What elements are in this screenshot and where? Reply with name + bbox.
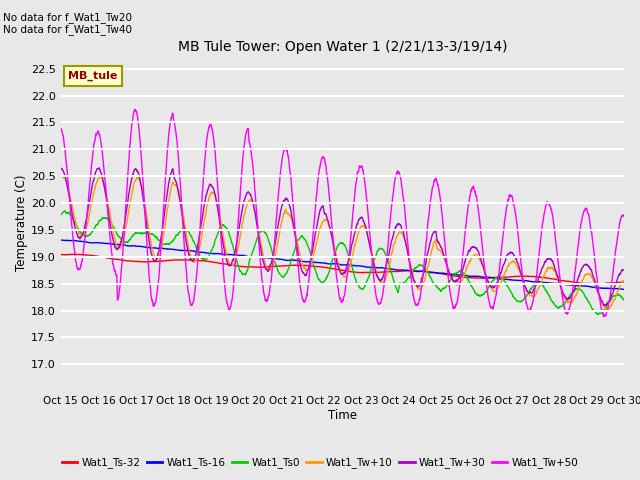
- Wat1_Tw+10: [57, 173, 65, 179]
- Line: Wat1_Ts-32: Wat1_Ts-32: [61, 254, 624, 284]
- Title: MB Tule Tower: Open Water 1 (2/21/13-3/19/14): MB Tule Tower: Open Water 1 (2/21/13-3/1…: [178, 40, 507, 54]
- Wat1_Ts-32: [70, 252, 78, 257]
- Wat1_Tw+50: [620, 212, 628, 218]
- Wat1_Tw+50: [57, 126, 65, 132]
- Text: No data for f_Wat1_Tw20: No data for f_Wat1_Tw20: [3, 12, 132, 23]
- Wat1_Tw+10: [620, 278, 628, 284]
- Wat1_Ts-16: [155, 245, 163, 251]
- Legend: Wat1_Ts-32, Wat1_Ts-16, Wat1_Ts0, Wat1_Tw+10, Wat1_Tw+30, Wat1_Tw+50: Wat1_Ts-32, Wat1_Ts-16, Wat1_Ts0, Wat1_T…: [58, 453, 582, 472]
- Line: Wat1_Ts0: Wat1_Ts0: [61, 211, 624, 314]
- Wat1_Ts-32: [122, 258, 129, 264]
- Wat1_Ts-32: [298, 263, 305, 268]
- Wat1_Tw+50: [600, 314, 608, 320]
- Wat1_Tw+50: [548, 211, 556, 217]
- Wat1_Tw+30: [122, 216, 129, 222]
- Wat1_Tw+10: [298, 256, 305, 262]
- Wat1_Ts0: [548, 299, 556, 305]
- Wat1_Ts0: [61, 208, 68, 214]
- Wat1_Tw+30: [609, 289, 617, 295]
- Wat1_Ts-16: [57, 237, 65, 243]
- Wat1_Tw+10: [604, 307, 611, 313]
- Wat1_Tw+30: [57, 166, 65, 171]
- Wat1_Tw+10: [548, 265, 556, 271]
- Wat1_Tw+50: [298, 290, 305, 296]
- Wat1_Tw+10: [609, 299, 617, 304]
- Line: Wat1_Tw+10: Wat1_Tw+10: [61, 176, 624, 310]
- Wat1_Ts0: [57, 212, 65, 218]
- Wat1_Tw+30: [273, 229, 281, 235]
- Wat1_Tw+50: [121, 215, 129, 220]
- Wat1_Ts-32: [595, 281, 603, 287]
- Wat1_Tw+30: [602, 303, 610, 309]
- Wat1_Ts0: [155, 237, 163, 243]
- Wat1_Tw+50: [131, 107, 139, 112]
- Text: No data for f_Wat1_Tw40: No data for f_Wat1_Tw40: [3, 24, 132, 35]
- Wat1_Ts-16: [548, 280, 556, 286]
- Line: Wat1_Ts-16: Wat1_Ts-16: [61, 240, 624, 289]
- Wat1_Tw+30: [620, 267, 628, 273]
- Wat1_Ts-16: [122, 242, 129, 248]
- Wat1_Ts-32: [273, 263, 281, 269]
- Text: MB_tule: MB_tule: [68, 71, 118, 82]
- Wat1_Ts-32: [609, 280, 617, 286]
- Y-axis label: Temperature (C): Temperature (C): [15, 175, 28, 272]
- Wat1_Ts-16: [273, 256, 281, 262]
- Wat1_Ts-32: [548, 276, 556, 282]
- Wat1_Tw+30: [548, 258, 556, 264]
- Wat1_Tw+50: [609, 267, 617, 273]
- Wat1_Ts0: [609, 293, 617, 299]
- Wat1_Tw+30: [95, 165, 103, 171]
- Wat1_Ts0: [593, 312, 601, 317]
- X-axis label: Time: Time: [328, 409, 357, 422]
- Line: Wat1_Tw+30: Wat1_Tw+30: [61, 168, 624, 306]
- Wat1_Tw+10: [273, 245, 280, 251]
- Wat1_Ts-32: [620, 279, 628, 285]
- Wat1_Tw+30: [155, 249, 163, 255]
- Wat1_Ts0: [298, 233, 305, 239]
- Wat1_Ts-16: [609, 286, 617, 291]
- Wat1_Ts0: [122, 240, 129, 245]
- Wat1_Ts-16: [298, 258, 305, 264]
- Wat1_Tw+50: [273, 209, 281, 215]
- Wat1_Ts0: [620, 297, 628, 302]
- Wat1_Tw+10: [121, 229, 129, 235]
- Wat1_Ts-32: [57, 252, 65, 258]
- Wat1_Ts-32: [155, 259, 163, 264]
- Wat1_Ts-16: [620, 287, 628, 292]
- Wat1_Tw+10: [155, 253, 163, 259]
- Wat1_Ts-16: [57, 237, 65, 243]
- Wat1_Tw+30: [298, 266, 305, 272]
- Wat1_Ts0: [273, 265, 281, 271]
- Wat1_Tw+50: [155, 277, 163, 283]
- Line: Wat1_Tw+50: Wat1_Tw+50: [61, 109, 624, 317]
